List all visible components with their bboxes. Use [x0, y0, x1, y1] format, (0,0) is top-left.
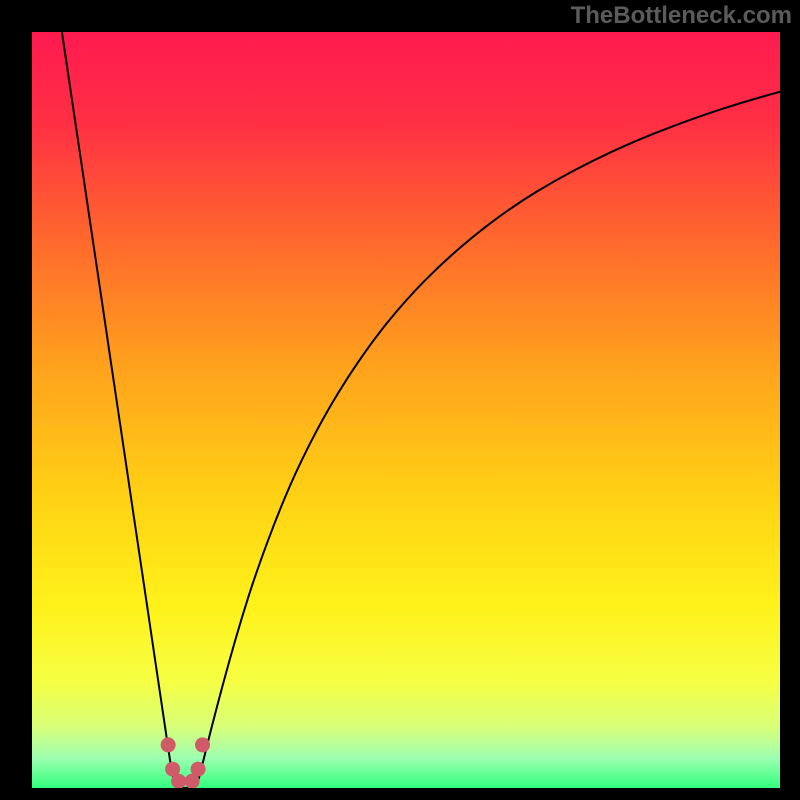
plot-svg: [32, 32, 780, 788]
marker-point: [171, 774, 186, 788]
gradient-background: [32, 32, 780, 788]
chart-container: TheBottleneck.com: [0, 0, 800, 800]
marker-point: [195, 737, 210, 752]
plot-area: [32, 32, 780, 788]
watermark-label: TheBottleneck.com: [571, 2, 792, 30]
marker-point: [191, 762, 206, 777]
marker-point: [161, 737, 176, 752]
